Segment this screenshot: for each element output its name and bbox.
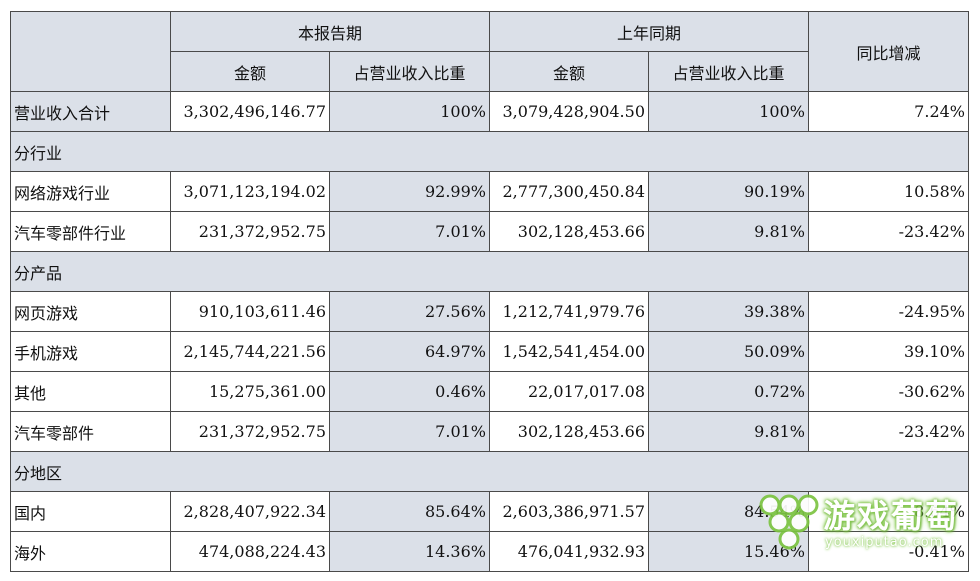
table-row: 手机游戏 2,145,744,221.56 64.97% 1,542,541,454.… <box>10 331 969 372</box>
prior-amount-cell: 22,017,017.08 <box>489 371 649 412</box>
total-yoy-change: 7.24% <box>808 91 969 132</box>
current-amount-cell: 910,103,611.46 <box>170 291 330 332</box>
header-yoy-change: 同比增减 <box>808 11 969 92</box>
header-prior-amount: 金额 <box>489 51 649 92</box>
prior-amount-cell: 1,542,541,454.00 <box>489 331 649 372</box>
row-label: 手机游戏 <box>10 331 171 372</box>
table-row: 其他 15,275,361.00 0.46% 22,017,017.08 0.72% -3… <box>10 371 969 412</box>
header-row-2: 金额 占营业收入比重 金额 占营业收入比重 <box>11 51 969 92</box>
yoy-change-cell: -23.42% <box>808 411 969 452</box>
prior-amount-cell: 2,777,300,450.84 <box>489 171 649 212</box>
current-share-cell: 14.36% <box>329 531 490 572</box>
current-share-cell: 7.01% <box>329 211 490 252</box>
yoy-change-cell: -24.95% <box>808 291 969 332</box>
row-label: 汽车零部件 <box>10 411 171 452</box>
prior-amount-cell: 1,212,741,979.76 <box>489 291 649 332</box>
current-share-cell: 92.99% <box>329 171 490 212</box>
header-corner-cell <box>10 11 171 92</box>
section-title: 分地区 <box>10 451 969 492</box>
current-amount-cell: 3,071,123,194.02 <box>170 171 330 212</box>
current-amount-cell: 474,088,224.43 <box>170 531 330 572</box>
table-row: 汽车零部件 231,372,952.75 7.01% 302,128,453.66 9.… <box>10 411 969 452</box>
current-amount-cell: 2,828,407,922.34 <box>170 491 330 532</box>
prior-share-cell: 84.54% <box>648 491 809 532</box>
row-label: 海外 <box>10 531 171 572</box>
prior-share-cell: 50.09% <box>648 331 809 372</box>
header-current-amount: 金额 <box>170 51 330 92</box>
header-current-share: 占营业收入比重 <box>329 51 490 92</box>
table-row: 海外 474,088,224.43 14.36% 476,041,932.93 15.4… <box>10 531 969 572</box>
current-amount-cell: 231,372,952.75 <box>170 411 330 452</box>
section-title: 分产品 <box>10 251 969 292</box>
current-amount-cell: 15,275,361.00 <box>170 371 330 412</box>
current-share-cell: 85.64% <box>329 491 490 532</box>
table-row: 国内 2,828,407,922.34 85.64% 2,603,386,971.57… <box>10 491 969 532</box>
row-label: 网络游戏行业 <box>10 171 171 212</box>
header-prior-period: 上年同期 <box>489 11 809 52</box>
yoy-change-cell: 10.58% <box>808 171 969 212</box>
section-header-row: 分地区 <box>10 451 969 492</box>
current-share-cell: 27.56% <box>329 291 490 332</box>
yoy-change-cell: -0.41% <box>808 531 969 572</box>
prior-amount-cell: 302,128,453.66 <box>489 411 649 452</box>
yoy-change-cell: -23.42% <box>808 211 969 252</box>
total-current-share: 100% <box>329 91 490 132</box>
header-current-period: 本报告期 <box>170 11 490 52</box>
yoy-change-cell: 8.64% <box>808 491 969 532</box>
prior-share-cell: 9.81% <box>648 211 809 252</box>
table-row: 网络游戏行业 3,071,123,194.02 92.99% 2,777,300,45… <box>10 171 969 212</box>
header-prior-share: 占营业收入比重 <box>648 51 809 92</box>
total-prior-share: 100% <box>648 91 809 132</box>
total-revenue-row: 营业收入合计 3,302,496,146.77 100% 3,079,428,9… <box>10 91 969 132</box>
total-revenue-label: 营业收入合计 <box>10 91 171 132</box>
yoy-change-cell: 39.10% <box>808 331 969 372</box>
prior-share-cell: 39.38% <box>648 291 809 332</box>
prior-amount-cell: 2,603,386,971.57 <box>489 491 649 532</box>
section-title: 分行业 <box>10 131 969 172</box>
prior-amount-cell: 476,041,932.93 <box>489 531 649 572</box>
current-amount-cell: 231,372,952.75 <box>170 211 330 252</box>
current-share-cell: 0.46% <box>329 371 490 412</box>
revenue-table: 本报告期 上年同期 同比增减 金额 占营业收入比重 金额 占营业收入比重 营业收… <box>10 11 969 572</box>
current-share-cell: 64.97% <box>329 331 490 372</box>
yoy-change-cell: -30.62% <box>808 371 969 412</box>
header-row-1: 本报告期 上年同期 同比增减 <box>10 11 969 92</box>
current-share-cell: 7.01% <box>329 411 490 452</box>
total-prior-amount: 3,079,428,904.50 <box>489 91 649 132</box>
row-label: 国内 <box>10 491 171 532</box>
prior-share-cell: 90.19% <box>648 171 809 212</box>
section-header-row: 分行业 <box>10 131 969 172</box>
prior-amount-cell: 302,128,453.66 <box>489 211 649 252</box>
prior-share-cell: 9.81% <box>648 411 809 452</box>
prior-share-cell: 0.72% <box>648 371 809 412</box>
row-label: 其他 <box>10 371 171 412</box>
section-header-row: 分产品 <box>10 251 969 292</box>
row-label: 网页游戏 <box>10 291 171 332</box>
table-row: 汽车零部件行业 231,372,952.75 7.01% 302,128,453.66… <box>10 211 969 252</box>
prior-share-cell: 15.46% <box>648 531 809 572</box>
total-current-amount: 3,302,496,146.77 <box>170 91 330 132</box>
row-label: 汽车零部件行业 <box>10 211 171 252</box>
table-row: 网页游戏 910,103,611.46 27.56% 1,212,741,979.76… <box>10 291 969 332</box>
current-amount-cell: 2,145,744,221.56 <box>170 331 330 372</box>
